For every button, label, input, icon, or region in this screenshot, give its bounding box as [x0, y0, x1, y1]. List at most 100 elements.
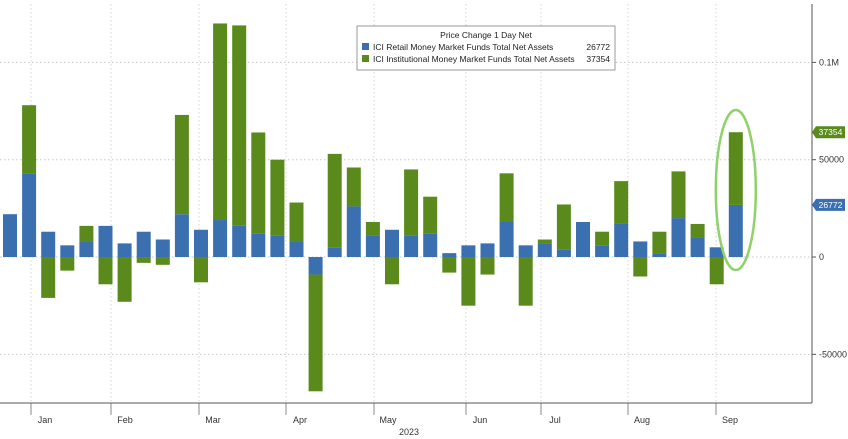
bar-retail — [155, 239, 170, 258]
bar-retail — [346, 206, 361, 258]
bar-institutional — [308, 274, 323, 392]
legend-swatch-institutional — [362, 55, 369, 62]
bar-retail — [365, 235, 380, 258]
bar-retail — [480, 243, 495, 258]
last-value-tag-label: 37354 — [819, 127, 843, 137]
x-tick-label: Aug — [634, 415, 650, 425]
bar-retail — [404, 235, 419, 258]
bar-institutional — [327, 153, 342, 248]
legend-swatch-retail — [362, 43, 369, 50]
bar-retail — [251, 233, 266, 258]
bar-retail — [117, 243, 132, 258]
bar-retail — [595, 245, 610, 258]
bar-retail — [442, 253, 457, 258]
bar-institutional — [423, 196, 438, 234]
x-tick-label: Mar — [205, 415, 221, 425]
legend-label-retail: ICI Retail Money Market Funds Total Net … — [373, 42, 553, 52]
legend: Price Change 1 Day Net ICI Retail Money … — [356, 25, 616, 71]
last-value-tags: 37354 26772 — [812, 126, 845, 211]
bar-institutional — [41, 257, 56, 298]
bar-institutional — [174, 114, 189, 215]
bar-retail — [556, 249, 571, 258]
bar-retail — [499, 221, 514, 258]
x-tick-label: Apr — [293, 415, 307, 425]
bar-retail — [614, 223, 629, 258]
bar-retail — [79, 241, 94, 258]
axes: 0.1M 50000 0 -50000 Jan Feb Mar Apr May Jun Jul Aug… — [0, 4, 847, 437]
bar-institutional — [98, 257, 113, 285]
bar-institutional — [404, 169, 419, 236]
bar-institutional — [480, 257, 495, 275]
x-tick-label: Jan — [38, 415, 53, 425]
bar-retail — [308, 257, 323, 275]
bar-retail — [194, 229, 208, 258]
bar-institutional — [22, 105, 37, 174]
bar-institutional — [537, 239, 552, 244]
bar-institutional — [671, 171, 686, 219]
bar-retail — [327, 247, 342, 258]
last-value-tag-label: 26772 — [819, 200, 843, 210]
highlight-annotation — [714, 108, 758, 272]
y-tick-label: 0.1M — [819, 57, 839, 67]
bar-institutional — [60, 257, 75, 271]
bar-retail — [232, 225, 247, 258]
bar-retail — [174, 214, 189, 258]
bar-institutional — [595, 231, 610, 246]
bar-retail — [671, 218, 686, 258]
bar-institutional — [499, 173, 514, 222]
highlight-ellipse — [714, 108, 758, 272]
bar-institutional — [614, 181, 629, 224]
bar-institutional — [232, 25, 247, 226]
x-year-label: 2023 — [399, 427, 419, 437]
x-tick-label: Jun — [473, 415, 488, 425]
bar-retail — [518, 245, 533, 258]
bar-institutional — [518, 257, 533, 306]
bar-institutional — [556, 204, 571, 250]
bar-retail — [98, 225, 113, 258]
legend-value-institutional: 37354 — [586, 54, 610, 64]
last-value-tag-retail: 26772 — [812, 198, 845, 211]
bar-institutional — [728, 132, 743, 205]
bar-institutional — [289, 202, 304, 242]
bar-retail — [41, 231, 56, 258]
bar-retail — [270, 235, 285, 258]
bar-institutional — [136, 257, 151, 263]
bar-retail — [690, 237, 705, 258]
legend-label-institutional: ICI Institutional Money Market Funds Tot… — [373, 54, 575, 64]
bar-retail — [289, 241, 304, 258]
bar-institutional — [346, 167, 361, 207]
bar-institutional — [79, 225, 94, 242]
x-tick-label: Sep — [722, 415, 738, 425]
bar-retail — [652, 253, 667, 258]
bar-institutional — [117, 257, 132, 302]
bar-retail — [213, 220, 228, 258]
bar-retail — [385, 229, 399, 258]
bar-institutional — [442, 257, 457, 273]
bar-institutional — [251, 132, 266, 234]
bar-institutional — [709, 257, 724, 285]
y-tick-label: 0 — [819, 252, 824, 262]
bar-institutional — [365, 221, 380, 236]
bar-retail — [423, 233, 438, 258]
bar-retail — [633, 241, 648, 258]
bar-retail — [576, 221, 590, 258]
last-value-tag-institutional: 37354 — [812, 126, 845, 139]
x-tick-label: Jul — [549, 415, 561, 425]
legend-box — [356, 25, 616, 71]
bar-institutional — [461, 257, 476, 306]
legend-title: Price Change 1 Day Net — [440, 30, 532, 40]
bar-institutional — [633, 257, 648, 277]
x-tick-label: Feb — [117, 415, 133, 425]
bar-institutional — [155, 257, 170, 265]
bar-institutional — [690, 223, 705, 238]
bar-retail — [3, 214, 17, 258]
bar-retail — [461, 245, 476, 258]
bar-institutional — [194, 257, 208, 283]
bar-institutional — [270, 159, 285, 236]
bars — [3, 23, 743, 392]
bar-retail — [728, 204, 743, 258]
x-tick-label: May — [379, 415, 397, 425]
y-tick-label: -50000 — [819, 349, 847, 359]
